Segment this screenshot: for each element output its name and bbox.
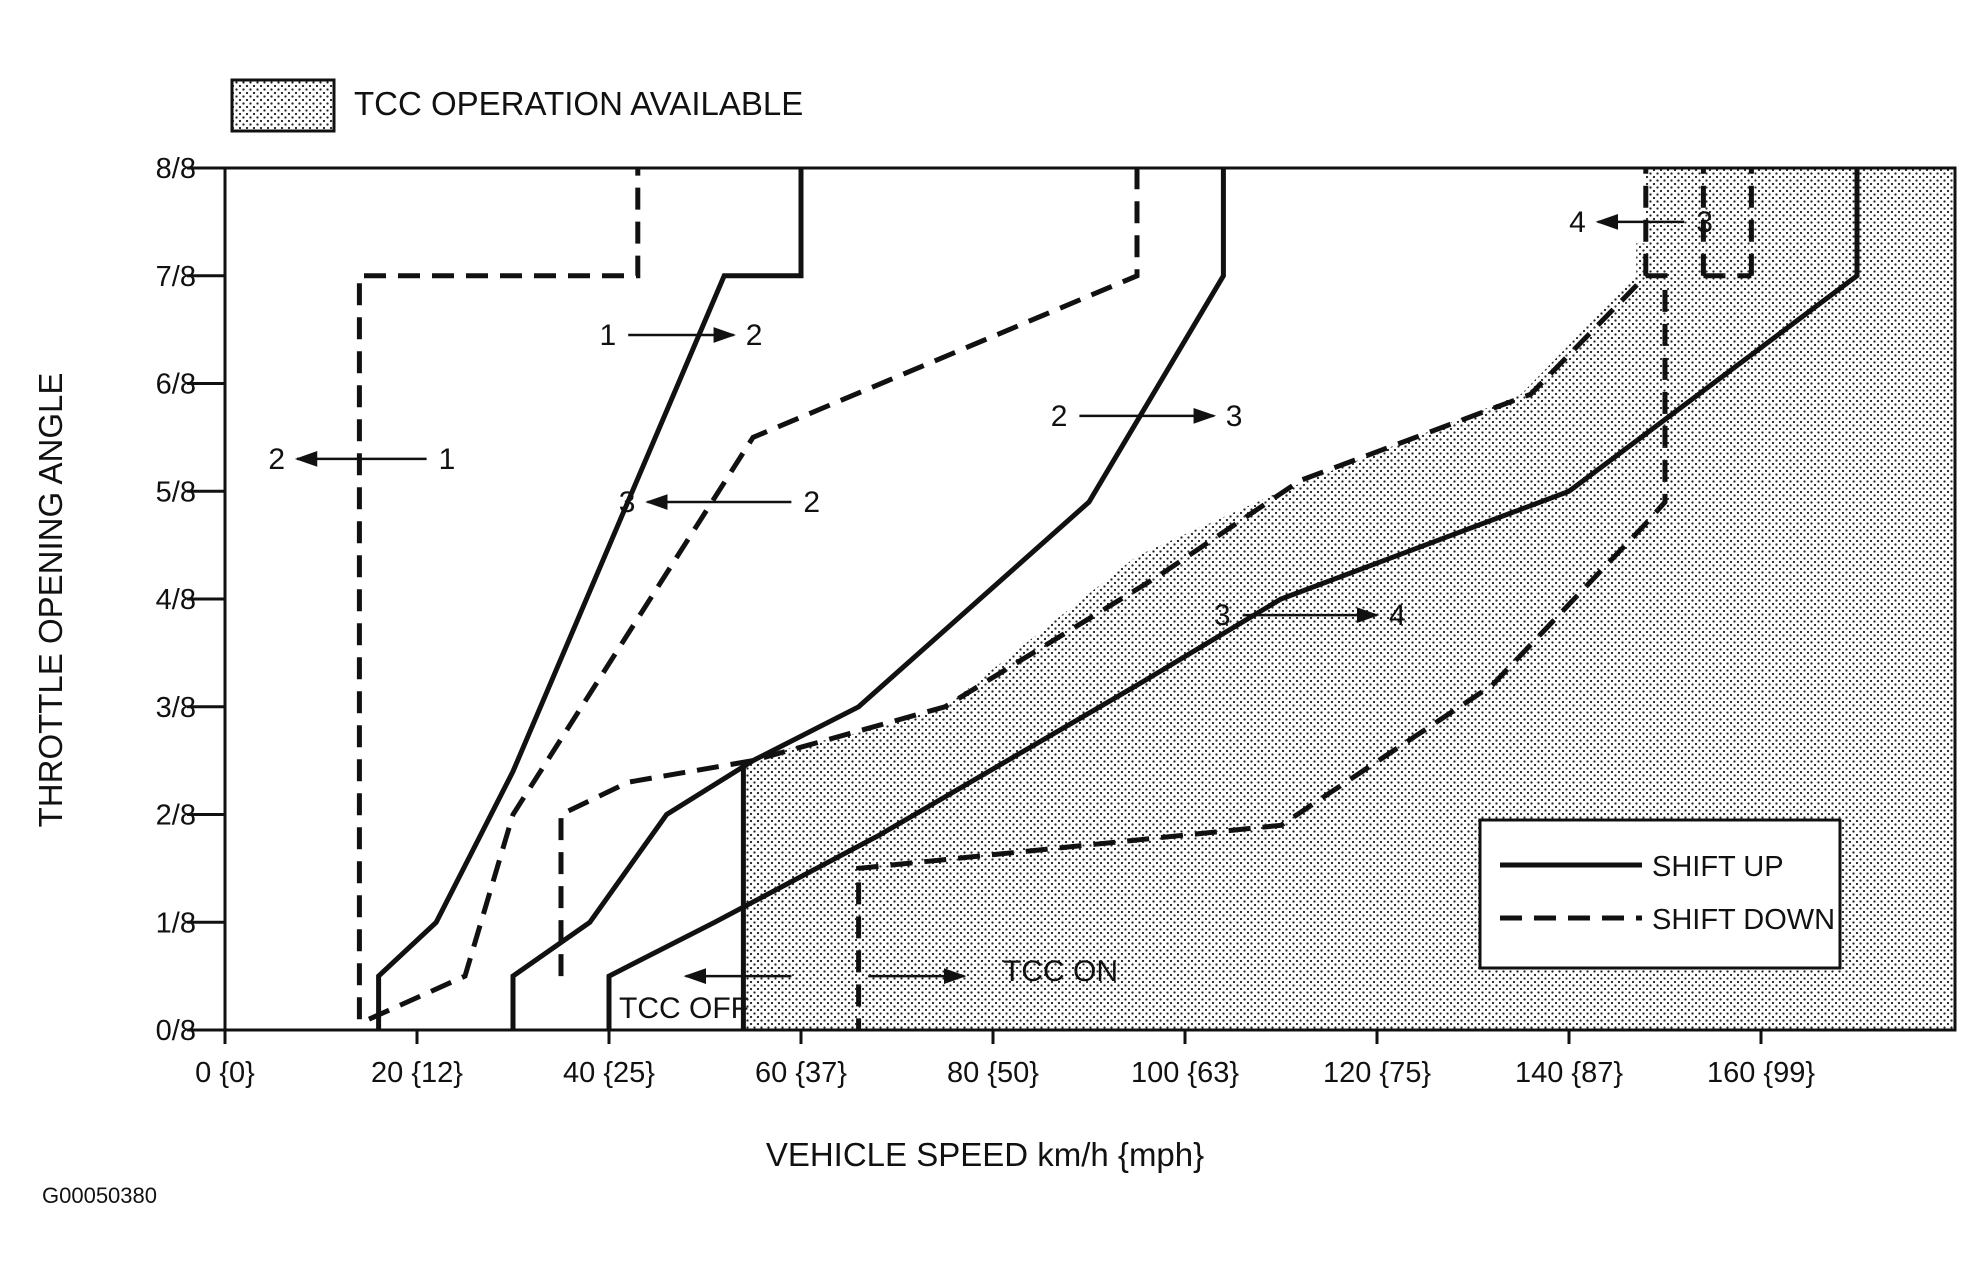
y-tick-label: 4/8 — [156, 584, 196, 616]
y-tick-label: 2/8 — [156, 800, 196, 832]
tcc-operation-region — [743, 168, 1953, 1030]
shift-to-gear: 2 — [746, 319, 763, 352]
figure-id: G00050380 — [42, 1183, 157, 1208]
y-tick-label: 6/8 — [156, 369, 196, 401]
shift-to-gear: 2 — [268, 443, 285, 476]
tcc-legend-label: TCC OPERATION AVAILABLE — [354, 85, 803, 122]
shift-down-line — [558, 273, 1668, 1030]
shift-from-gear: 2 — [803, 486, 820, 519]
line-style-legend — [1478, 818, 1842, 970]
shift-from-gear: 1 — [600, 319, 617, 352]
x-tick-label: 20 {12} — [371, 1057, 463, 1089]
y-tick-label: 8/8 — [156, 153, 196, 185]
shift-up-line — [510, 168, 1226, 1030]
y-axis-title: THROTTLE OPENING ANGLE — [32, 373, 69, 828]
shift-down-line — [356, 168, 641, 1020]
tcc-on-label: TCC ON — [1003, 955, 1118, 988]
shift-from-gear: 1 — [439, 443, 456, 476]
tcc-legend-swatch — [230, 78, 336, 133]
tcc-off-label: TCC OFF — [619, 992, 749, 1025]
shift-to-gear: 4 — [1389, 599, 1406, 632]
y-tick-label: 5/8 — [156, 476, 196, 508]
x-tick-label: 40 {25} — [563, 1057, 655, 1089]
y-tick-label: 0/8 — [156, 1015, 196, 1047]
shift-from-gear: 2 — [1051, 400, 1068, 433]
y-tick-label: 7/8 — [156, 261, 196, 293]
shift-from-gear: 3 — [1214, 599, 1231, 632]
shift-from-gear: 3 — [1696, 206, 1713, 239]
y-tick-label: 3/8 — [156, 692, 196, 724]
x-tick-label: 160 {99} — [1707, 1057, 1815, 1089]
x-tick-label: 120 {75} — [1323, 1057, 1431, 1089]
shift-down-line — [367, 168, 1140, 1022]
y-tick-label: 1/8 — [156, 907, 196, 939]
shift-up-line — [376, 168, 804, 1030]
x-tick-label: 60 {37} — [755, 1057, 847, 1089]
x-tick-label: 0 {0} — [195, 1057, 255, 1089]
x-tick-label: 140 {87} — [1515, 1057, 1623, 1089]
x-tick-label: 80 {50} — [947, 1057, 1039, 1089]
shift-up-line — [606, 168, 1860, 1030]
legend-label-shift-up: SHIFT UP — [1652, 851, 1784, 883]
x-axis-title: VEHICLE SPEED km/h {mph} — [766, 1136, 1204, 1173]
legend-label-shift-down: SHIFT DOWN — [1652, 904, 1835, 936]
shift-to-gear: 3 — [1226, 400, 1243, 433]
shift-to-gear: 3 — [619, 486, 636, 519]
x-tick-label: 100 {63} — [1131, 1057, 1239, 1089]
shift-to-gear: 4 — [1569, 206, 1586, 239]
